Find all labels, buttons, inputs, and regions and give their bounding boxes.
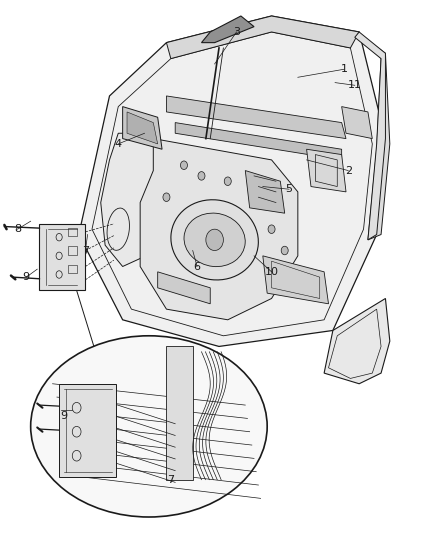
Polygon shape	[140, 139, 298, 320]
Circle shape	[281, 246, 288, 255]
Text: 1: 1	[340, 64, 347, 74]
Polygon shape	[127, 112, 158, 144]
Circle shape	[163, 193, 170, 201]
Text: 8: 8	[14, 224, 21, 234]
Circle shape	[206, 229, 223, 251]
Polygon shape	[263, 256, 328, 304]
Polygon shape	[101, 133, 184, 266]
Text: 9: 9	[60, 411, 67, 421]
Text: 3: 3	[233, 27, 240, 37]
Ellipse shape	[184, 213, 245, 266]
Text: 4: 4	[115, 139, 122, 149]
Polygon shape	[245, 171, 285, 213]
Polygon shape	[324, 298, 390, 384]
Polygon shape	[59, 384, 116, 477]
Circle shape	[224, 177, 231, 185]
Polygon shape	[175, 123, 342, 160]
Text: 5: 5	[286, 184, 293, 194]
Circle shape	[268, 225, 275, 233]
Polygon shape	[123, 107, 162, 149]
Ellipse shape	[171, 200, 258, 280]
Polygon shape	[342, 107, 372, 139]
Text: 10: 10	[265, 267, 279, 277]
Circle shape	[198, 172, 205, 180]
Polygon shape	[201, 16, 254, 43]
Polygon shape	[307, 149, 346, 192]
Polygon shape	[79, 16, 385, 346]
Polygon shape	[158, 272, 210, 304]
Ellipse shape	[107, 208, 130, 251]
Polygon shape	[39, 224, 85, 290]
Polygon shape	[355, 32, 385, 240]
Text: 11: 11	[348, 80, 362, 90]
Text: 7: 7	[82, 246, 89, 255]
Text: 7: 7	[167, 475, 174, 484]
Circle shape	[180, 161, 187, 169]
Polygon shape	[166, 346, 193, 480]
Text: 9: 9	[23, 272, 30, 282]
Polygon shape	[166, 16, 359, 59]
Polygon shape	[166, 96, 346, 139]
Text: 6: 6	[194, 262, 201, 271]
Ellipse shape	[31, 336, 267, 517]
Polygon shape	[364, 37, 390, 240]
Text: 2: 2	[345, 166, 352, 175]
